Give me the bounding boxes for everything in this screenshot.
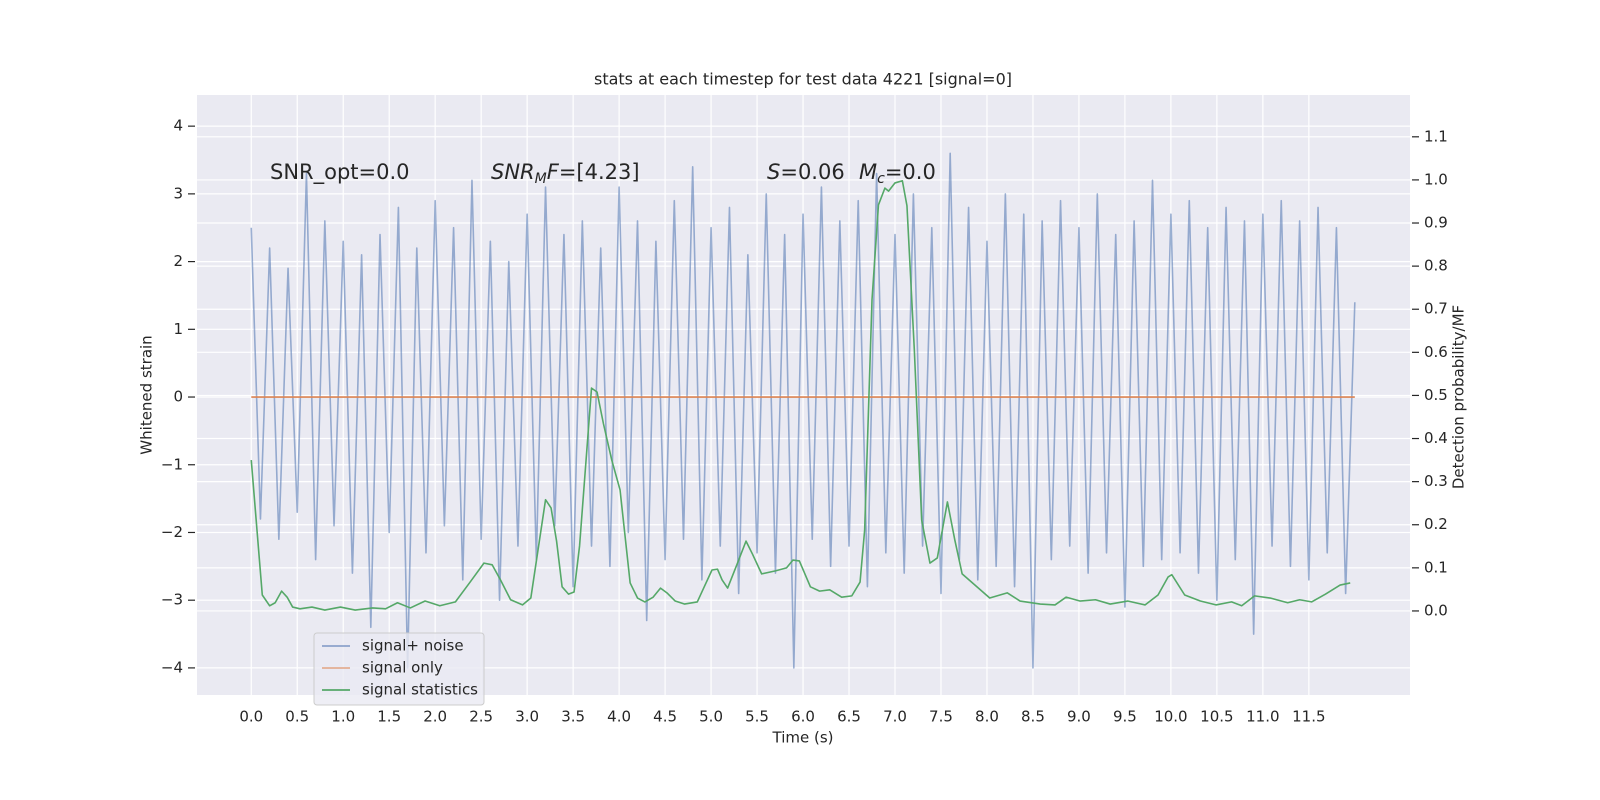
y-tick-label: −2 — [161, 523, 183, 541]
legend: signal+ noise signal only signal statistic… — [313, 632, 485, 706]
x-tick-label: 7.5 — [929, 708, 953, 726]
annotation-part: c — [877, 171, 885, 187]
y2-tick-label: 0.7 — [1424, 300, 1448, 318]
annotation-part: SNR_opt=0.0 — [270, 160, 410, 185]
y-tick-label: 3 — [173, 184, 183, 202]
y-tick-label: −4 — [161, 658, 183, 676]
y-tick-label: 4 — [173, 117, 183, 135]
y2-tick-label: 0.4 — [1424, 429, 1448, 447]
labels: 0.0 0.5 1.0 1.5 2.0 2.5 3.0 3.5 4.0 4.5 5.0 5.5 6.0 6… — [161, 117, 1448, 726]
annotation-part: =0.06 — [780, 160, 844, 184]
annotation: Mc=0.0 — [859, 160, 936, 187]
y2-tick-label: 0.8 — [1424, 257, 1448, 275]
y2-tick-label: 1.0 — [1424, 170, 1448, 188]
x-tick-label: 10.0 — [1154, 708, 1187, 726]
marks — [250, 152, 1356, 669]
annotation-part: SNR — [491, 160, 535, 184]
y2-axis-label: Detection probability/MF — [1450, 305, 1468, 489]
series-line — [250, 152, 1356, 669]
x-tick-label: 4.5 — [653, 708, 677, 726]
x-tick-label: 7.0 — [883, 708, 907, 726]
y-tick-label: 1 — [173, 320, 183, 338]
legend-box — [313, 632, 485, 706]
legend-label: signal statistics — [362, 681, 478, 699]
y2-tick-label: 0.1 — [1424, 558, 1448, 576]
annotation: SNRMF=[4.23] — [491, 160, 640, 187]
annotation-part: M — [535, 171, 547, 187]
annotation-part: F — [547, 160, 560, 184]
y2-tick-label: 0.3 — [1424, 472, 1448, 490]
series-line — [250, 179, 1351, 611]
y2-tick-label: 0.9 — [1424, 214, 1448, 232]
x-tick-label: 5.0 — [699, 708, 723, 726]
x-tick-label: 11.0 — [1246, 708, 1279, 726]
annotation-part: S — [767, 160, 780, 184]
annotation-part: M — [859, 160, 877, 184]
y2-tick-label: 0.6 — [1424, 343, 1448, 361]
legend-label: signal+ noise — [362, 637, 464, 655]
x-tick-label: 1.5 — [377, 708, 401, 726]
x-tick-label: 10.5 — [1200, 708, 1233, 726]
annotation-part: =0.0 — [885, 160, 936, 184]
y-tick-label: 0 — [173, 388, 183, 406]
x-tick-label: 5.5 — [745, 708, 769, 726]
x-axis-label: Time (s) — [772, 729, 834, 747]
x-tick-label: 9.5 — [1113, 708, 1137, 726]
annotation: SNR_opt=0.0 — [270, 160, 410, 185]
legend-label: signal only — [362, 659, 443, 677]
x-tick-label: 4.0 — [607, 708, 631, 726]
x-tick-label: 3.0 — [515, 708, 539, 726]
y2-tick-label: 0.2 — [1424, 515, 1448, 533]
x-tick-label: 1.0 — [331, 708, 355, 726]
x-tick-label: 8.0 — [975, 708, 999, 726]
annotation: S=0.06 — [767, 160, 845, 184]
y-tick-label: 2 — [173, 252, 183, 270]
x-tick-label: 0.0 — [239, 708, 263, 726]
x-tick-label: 6.0 — [791, 708, 815, 726]
x-tick-label: 2.0 — [423, 708, 447, 726]
x-tick-label: 6.5 — [837, 708, 861, 726]
y2-tick-label: 0.5 — [1424, 386, 1448, 404]
y-axis-label: Whitened strain — [138, 335, 156, 454]
x-tick-label: 8.5 — [1021, 708, 1045, 726]
y-tick-label: −1 — [161, 455, 183, 473]
y2-tick-label: 0.0 — [1424, 601, 1448, 619]
x-tick-label: 3.5 — [561, 708, 585, 726]
x-tick-label: 2.5 — [469, 708, 493, 726]
x-tick-label: 9.0 — [1067, 708, 1091, 726]
y2-tick-label: 1.1 — [1424, 127, 1448, 145]
y-tick-label: −3 — [161, 591, 183, 609]
x-tick-label: 0.5 — [285, 708, 309, 726]
x-tick-label: 11.5 — [1292, 708, 1325, 726]
annotation-part: =[4.23] — [559, 160, 640, 184]
chart-title: stats at each timestep for test data 422… — [594, 70, 1012, 89]
